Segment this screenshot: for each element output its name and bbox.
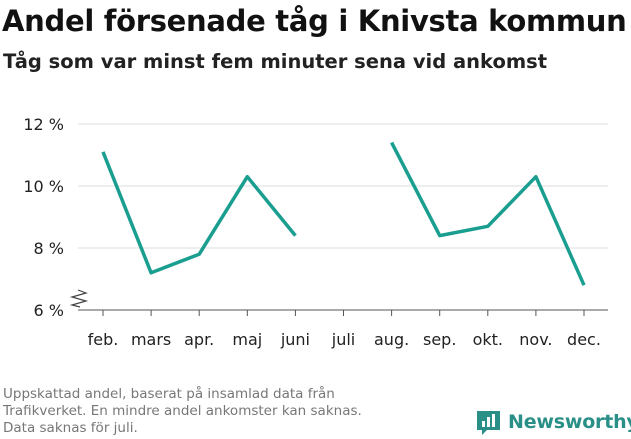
bar-chart-icon <box>477 410 500 435</box>
x-tick-label: mars <box>131 330 171 349</box>
footnote: Uppskattad andel, baserat på insamlad da… <box>3 386 443 437</box>
gridlines <box>78 123 608 249</box>
y-tick-label: 10 % <box>23 177 64 196</box>
x-tick-label: apr. <box>184 330 214 349</box>
brand-name: Newsworthy <box>508 411 631 433</box>
axes: 6 % 8 % 10 % 12 % feb. mars apr. maj juni juli aug… <box>23 115 608 349</box>
series-line-segment <box>390 141 586 286</box>
brand-logo: Newsworthy <box>475 407 631 437</box>
x-tick-label: sep. <box>423 330 456 349</box>
line-chart: 6 % 8 % 10 % 12 % feb. mars apr. maj juni juli aug… <box>23 115 608 349</box>
x-tick-label: okt. <box>473 330 503 349</box>
footnote-line: Trafikverket. En mindre andel ankomster … <box>3 403 362 419</box>
x-tick-label: feb. <box>88 330 119 349</box>
footnote-line: Data saknas för juli. <box>3 420 138 436</box>
chart-title: Andel försenade tåg i Knivsta kommun <box>2 4 627 38</box>
x-tick-label: dec. <box>567 330 601 349</box>
x-tick-label: juli <box>331 330 355 349</box>
axis-break-mark <box>69 289 89 308</box>
series-lines <box>101 141 586 286</box>
y-tick-label: 8 % <box>34 239 64 258</box>
y-tick-label: 12 % <box>23 115 64 134</box>
footnote-line: Uppskattad andel, baserat på insamlad da… <box>3 386 335 402</box>
x-tick-label: nov. <box>519 330 552 349</box>
x-tick-label: aug. <box>374 330 409 349</box>
series-line-segment <box>101 151 297 275</box>
x-tick-label: juni <box>280 330 310 349</box>
y-tick-label: 6 % <box>34 301 64 320</box>
chart-subtitle: Tåg som var minst fem minuter sena vid a… <box>3 50 548 73</box>
x-tick-label: maj <box>232 330 262 349</box>
